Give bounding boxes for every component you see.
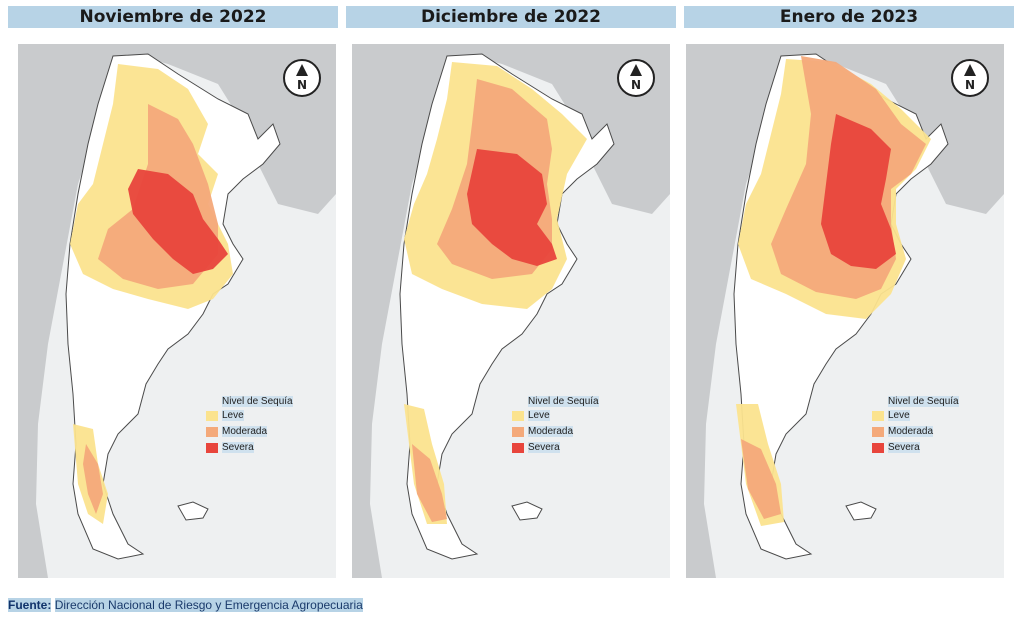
source-prefix: Fuente: — [8, 598, 52, 612]
north-arrow-label: N — [631, 78, 641, 92]
legend-label-moderada: Moderada — [888, 426, 934, 437]
map-svg — [18, 44, 336, 578]
drought-zone-severa — [821, 114, 896, 269]
legend-swatch-leve — [872, 411, 884, 421]
drought-zone-severa — [128, 169, 228, 274]
legend-label-severa: Severa — [222, 442, 254, 453]
legend-title: Nivel de Sequía — [888, 396, 959, 407]
legend-title: Nivel de Sequía — [528, 396, 599, 407]
map-svg — [686, 44, 1004, 578]
drought-zone-moderada-south — [83, 444, 103, 514]
north-arrow-icon: N — [951, 59, 989, 97]
legend-label-leve: Leve — [222, 410, 244, 421]
legend-swatch-severa — [872, 443, 884, 453]
legend-swatch-moderada — [512, 427, 524, 437]
legend-swatch-leve — [206, 411, 218, 421]
malvinas-islands — [511, 501, 543, 521]
drought-zone-moderada-south — [741, 439, 781, 519]
neighbor-countries — [352, 44, 670, 578]
drought-map-dec-2022: N Nivel de Sequía Leve Moderada Severa — [352, 44, 670, 578]
legend-label-leve: Leve — [888, 410, 910, 421]
neighbor-countries — [18, 44, 336, 578]
neighbor-countries — [686, 44, 1004, 578]
drought-legend: Nivel de Sequía Leve Moderada Severa — [206, 396, 316, 456]
north-arrow-label: N — [965, 78, 975, 92]
source-note: Fuente: Dirección Nacional de Riesgo y E… — [8, 598, 363, 612]
legend-label-leve: Leve — [528, 410, 550, 421]
legend-label-moderada: Moderada — [528, 426, 574, 437]
legend-swatch-severa — [206, 443, 218, 453]
north-arrow-icon: N — [283, 59, 321, 97]
drought-zone-moderada-south — [412, 444, 447, 522]
panel-title-dec-2022: Diciembre de 2022 — [346, 6, 676, 28]
source-text: Dirección Nacional de Riesgo y Emergenci… — [54, 598, 363, 612]
legend-label-moderada: Moderada — [222, 426, 268, 437]
legend-title: Nivel de Sequía — [222, 396, 293, 407]
legend-swatch-moderada — [872, 427, 884, 437]
panel-title-jan-2023: Enero de 2023 — [684, 6, 1014, 28]
drought-legend: Nivel de Sequía Leve Moderada Severa — [872, 396, 982, 456]
north-arrow-icon: N — [617, 59, 655, 97]
drought-map-jan-2023: N Nivel de Sequía Leve Moderada Severa — [686, 44, 1004, 578]
drought-map-nov-2022: N Nivel de Sequía Leve Moderada Severa — [18, 44, 336, 578]
legend-swatch-leve — [512, 411, 524, 421]
legend-label-severa: Severa — [528, 442, 560, 453]
legend-swatch-severa — [512, 443, 524, 453]
legend-label-severa: Severa — [888, 442, 920, 453]
malvinas-islands — [177, 501, 209, 521]
malvinas-islands — [845, 501, 877, 521]
panel-title-nov-2022: Noviembre de 2022 — [8, 6, 338, 28]
drought-legend: Nivel de Sequía Leve Moderada Severa — [512, 396, 622, 456]
map-svg — [352, 44, 670, 578]
legend-swatch-moderada — [206, 427, 218, 437]
north-arrow-label: N — [297, 78, 307, 92]
drought-zone-severa — [467, 149, 557, 266]
